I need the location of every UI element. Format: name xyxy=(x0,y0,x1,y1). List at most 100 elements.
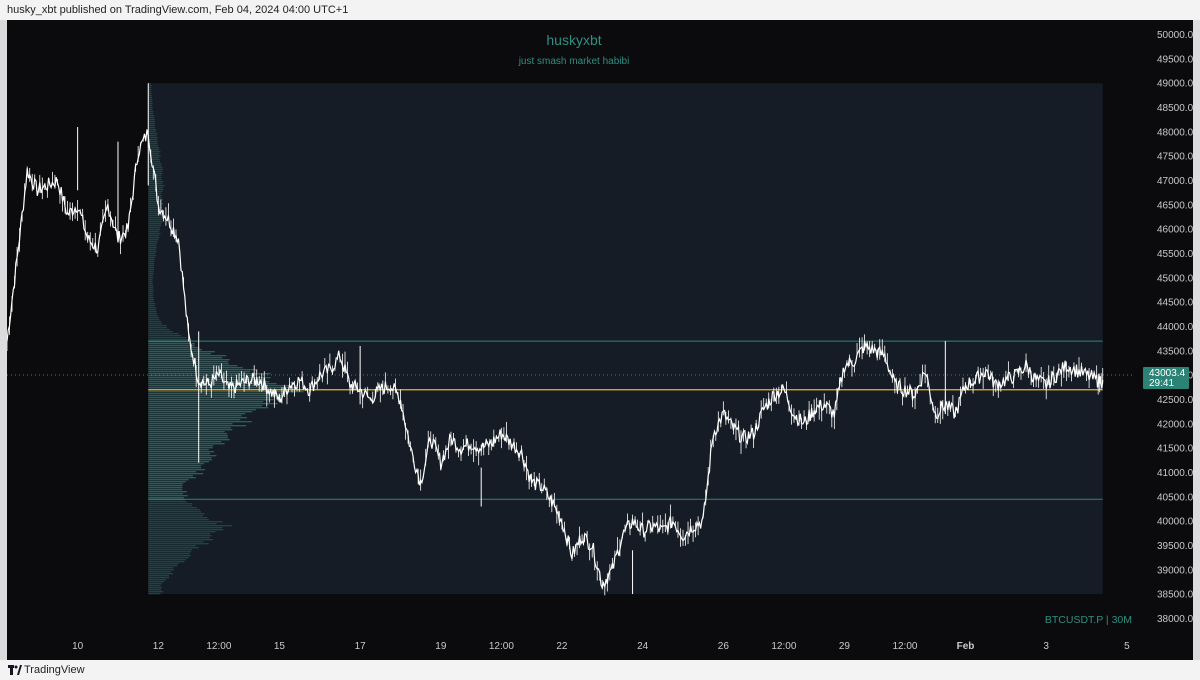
profile-bar xyxy=(148,291,154,293)
profile-bar xyxy=(148,511,202,513)
profile-bar xyxy=(148,469,205,471)
chart[interactable]: huskyxbt just smash market habibi BTCUSD… xyxy=(7,20,1193,660)
profile-bar xyxy=(148,229,161,231)
profile-bar xyxy=(148,263,154,265)
profile-bar xyxy=(148,505,193,507)
time-tick-label: 22 xyxy=(556,641,568,652)
profile-bar xyxy=(148,161,161,163)
profile-bar xyxy=(148,223,162,225)
price-tick-label: 43500.0 xyxy=(1157,346,1193,357)
time-tick-label: 5 xyxy=(1124,641,1130,652)
price-tick-label: 48500.0 xyxy=(1157,103,1193,114)
profile-bar xyxy=(148,541,204,543)
profile-bar xyxy=(148,479,189,481)
profile-bar xyxy=(148,147,160,149)
profile-bar xyxy=(148,327,167,329)
profile-bar xyxy=(148,211,161,213)
time-tick-label: 12:00 xyxy=(206,641,231,652)
profile-bar xyxy=(148,319,160,321)
profile-bar xyxy=(148,421,252,423)
profile-bar xyxy=(148,363,229,365)
profile-bar xyxy=(148,501,187,503)
profile-bar xyxy=(148,205,161,207)
profile-bar xyxy=(148,393,285,395)
profile-bar xyxy=(148,123,155,125)
profile-bar xyxy=(148,551,192,553)
profile-bar xyxy=(148,495,188,497)
profile-bar xyxy=(148,191,163,193)
price-tick-label: 46500.0 xyxy=(1157,200,1193,211)
profile-bar xyxy=(148,407,269,409)
profile-bar xyxy=(148,323,162,325)
profile-bar xyxy=(148,193,162,195)
profile-bar xyxy=(148,503,193,505)
profile-bar xyxy=(148,545,196,547)
profile-bar xyxy=(148,535,212,537)
profile-bar xyxy=(148,415,242,417)
profile-bar xyxy=(148,253,156,255)
profile-bar xyxy=(148,149,159,151)
profile-bar xyxy=(148,339,190,341)
profile-bar xyxy=(148,163,162,165)
profile-bar xyxy=(148,243,157,245)
profile-bar xyxy=(148,219,163,221)
profile-bar xyxy=(148,245,157,247)
profile-bar xyxy=(148,171,163,173)
profile-bar xyxy=(148,289,154,291)
profile-bar xyxy=(148,337,187,339)
time-tick-label: 19 xyxy=(435,641,447,652)
profile-bar xyxy=(148,531,216,533)
time-tick-label: Feb xyxy=(957,641,975,652)
profile-bar xyxy=(148,489,183,491)
price-tick-label: 49000.0 xyxy=(1157,79,1193,90)
profile-bar xyxy=(148,361,229,363)
profile-bar xyxy=(148,351,215,353)
profile-bar xyxy=(148,567,174,569)
profile-bar xyxy=(148,179,162,181)
time-axis[interactable]: 10 12 12:00 15 17 19 12:00 22 24 26 12:00 29 12:00 Fe… xyxy=(72,641,1130,652)
time-tick-label: 17 xyxy=(355,641,367,652)
profile-bar xyxy=(148,425,247,427)
profile-bar xyxy=(148,139,158,141)
profile-bar xyxy=(148,83,151,85)
profile-bar xyxy=(148,527,223,529)
price-tick-label: 44000.0 xyxy=(1157,322,1193,333)
profile-bar xyxy=(148,287,154,289)
profile-bar xyxy=(148,347,200,349)
volume-profile-range-box xyxy=(148,83,1103,595)
profile-bar xyxy=(148,151,161,153)
profile-bar xyxy=(148,409,257,411)
profile-bar xyxy=(148,183,163,185)
profile-bar xyxy=(148,201,162,203)
profile-bar xyxy=(148,471,197,473)
tradingview-logo-icon xyxy=(8,665,22,675)
profile-bar xyxy=(148,359,230,361)
profile-bar xyxy=(148,435,228,437)
profile-bar xyxy=(148,437,228,439)
price-tick-label: 45000.0 xyxy=(1157,273,1193,284)
profile-bar xyxy=(148,457,212,459)
profile-bar xyxy=(148,499,185,501)
profile-bar xyxy=(148,369,258,371)
profile-bar xyxy=(148,401,264,403)
profile-bar xyxy=(148,255,157,257)
profile-bar xyxy=(148,343,195,345)
profile-bar xyxy=(148,153,160,155)
profile-bar xyxy=(148,309,157,311)
profile-bar xyxy=(148,571,171,573)
time-tick-label: 24 xyxy=(637,641,649,652)
price-tick-label: 50000.0 xyxy=(1157,30,1193,41)
price-tick-label: 46000.0 xyxy=(1157,225,1193,236)
profile-bar xyxy=(148,375,254,377)
profile-bar xyxy=(148,465,201,467)
published-header: husky_xbt published on TradingView.com, … xyxy=(0,0,1200,20)
profile-bar xyxy=(148,133,158,135)
time-tick-label: 12 xyxy=(153,641,165,652)
profile-bar xyxy=(148,427,231,429)
profile-bar xyxy=(148,487,183,489)
price-tick-label: 42500.0 xyxy=(1157,395,1193,406)
profile-bar xyxy=(148,413,246,415)
profile-bar xyxy=(148,209,161,211)
profile-bar xyxy=(148,459,212,461)
time-tick-label: 12:00 xyxy=(489,641,514,652)
